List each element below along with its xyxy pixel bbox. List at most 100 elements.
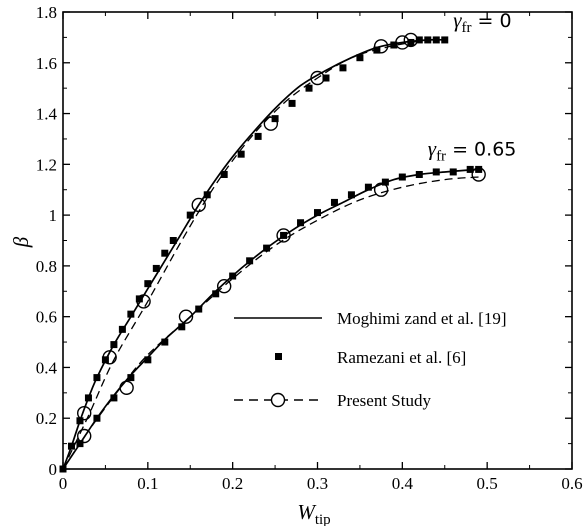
- gamma-value: = 0.65: [446, 138, 516, 160]
- square-marker: [144, 356, 152, 364]
- gamma-symbol: γ: [428, 136, 437, 160]
- y-axis-label: β: [9, 236, 33, 248]
- circle-marker: [216, 279, 232, 294]
- square-marker: [449, 168, 457, 176]
- square-marker: [161, 338, 169, 346]
- x-tick-label: 0.2: [222, 474, 243, 493]
- y-tick-label: 0.8: [36, 257, 57, 276]
- square-marker: [186, 211, 194, 219]
- square-marker: [110, 341, 118, 349]
- gamma-annotation-1: γfr = 0: [453, 8, 511, 36]
- circle-marker: [136, 294, 151, 309]
- square-marker: [432, 168, 440, 176]
- x-tick-label: 0.5: [477, 474, 498, 493]
- x-tick-label: 0.1: [137, 474, 158, 493]
- square-marker: [390, 41, 398, 49]
- square-marker: [415, 170, 423, 178]
- circle-marker: [373, 39, 389, 54]
- square-marker: [220, 170, 228, 178]
- square-marker: [93, 374, 101, 382]
- square-marker: [364, 183, 372, 191]
- circle-marker: [373, 182, 389, 197]
- x-tick-label: 0.6: [561, 474, 582, 493]
- square-marker: [356, 54, 364, 62]
- square-marker: [466, 165, 474, 173]
- square-marker: [347, 191, 355, 199]
- square-marker: [127, 374, 135, 382]
- circle-marker: [263, 116, 279, 131]
- square-marker: [237, 150, 245, 158]
- square-marker: [330, 198, 338, 206]
- square-marker: [212, 290, 220, 298]
- y-tick-label: 0.4: [36, 358, 58, 377]
- square-marker: [314, 209, 321, 217]
- circle-marker: [471, 167, 486, 182]
- square-marker: [373, 46, 381, 54]
- y-tick-label: 0: [49, 460, 58, 479]
- square-marker: [432, 36, 440, 44]
- square-marker: [76, 440, 84, 448]
- square-marker: [59, 465, 67, 473]
- gamma-subscript: fr: [462, 20, 472, 36]
- square-marker: [415, 36, 423, 44]
- square-marker: [178, 323, 186, 331]
- circle-marker: [395, 35, 410, 50]
- square-marker: [407, 38, 415, 46]
- square-marker: [144, 280, 152, 288]
- square-marker: [84, 394, 92, 402]
- square-marker: [110, 394, 118, 402]
- square-marker: [76, 417, 84, 425]
- circle-marker: [276, 228, 291, 243]
- square-marker: [322, 74, 330, 82]
- legend-label-2: Ramezani et al. [6]: [337, 348, 466, 367]
- square-marker: [254, 132, 262, 140]
- y-tick-label: 1: [49, 206, 58, 225]
- legend-label-3: Present Study: [337, 391, 431, 410]
- square-marker: [424, 36, 432, 44]
- x-tick-label: 0.4: [392, 474, 414, 493]
- data-markers: [59, 32, 486, 473]
- circle-marker: [77, 428, 92, 444]
- y-tick-label: 1.8: [36, 3, 57, 22]
- square-marker: [288, 99, 296, 107]
- x-tick-label: 0.3: [307, 474, 328, 493]
- axis-ticks: 0 0.1 0.2 0.3 0.4 0.5 0.6 0 0.2 0.4 0.6 0.8 1 1.2 1.4 1…: [36, 3, 583, 493]
- circle-marker: [191, 197, 206, 213]
- square-marker: [441, 36, 449, 44]
- x-tick-label: 0: [59, 474, 68, 493]
- square-marker: [195, 305, 203, 313]
- legend-label-1: Moghimi zand et al. [19]: [337, 309, 507, 328]
- y-tick-label: 1.4: [36, 105, 58, 124]
- gamma-value: = 0: [472, 10, 512, 32]
- legend-swatch-square: [275, 353, 282, 360]
- square-marker: [339, 64, 347, 72]
- gamma-annotation-2: γfr = 0.65: [428, 136, 517, 164]
- square-marker: [135, 295, 143, 303]
- circle-marker: [178, 309, 194, 324]
- square-marker: [67, 442, 75, 450]
- square-marker: [127, 310, 135, 318]
- legend-swatch-circle: [270, 392, 286, 408]
- square-marker: [152, 264, 160, 272]
- square-marker: [381, 178, 389, 186]
- square-marker: [305, 84, 313, 92]
- y-tick-label: 1.6: [36, 54, 57, 73]
- x-axis-label: Wtip: [297, 500, 330, 526]
- square-marker: [118, 325, 126, 333]
- square-marker: [229, 272, 237, 280]
- square-marker: [169, 237, 177, 244]
- square-marker: [297, 219, 305, 227]
- circle-marker: [77, 405, 92, 421]
- x-axis-label-sub: tip: [315, 512, 331, 526]
- square-marker: [101, 356, 109, 364]
- square-marker: [203, 191, 211, 199]
- square-marker: [475, 165, 483, 173]
- circle-marker: [119, 380, 134, 395]
- circle-marker: [403, 32, 419, 48]
- y-tick-label: 0.2: [36, 409, 57, 428]
- gamma-symbol: γ: [453, 8, 462, 32]
- gamma-subscript: fr: [436, 148, 446, 164]
- y-tick-label: 0.6: [36, 308, 57, 327]
